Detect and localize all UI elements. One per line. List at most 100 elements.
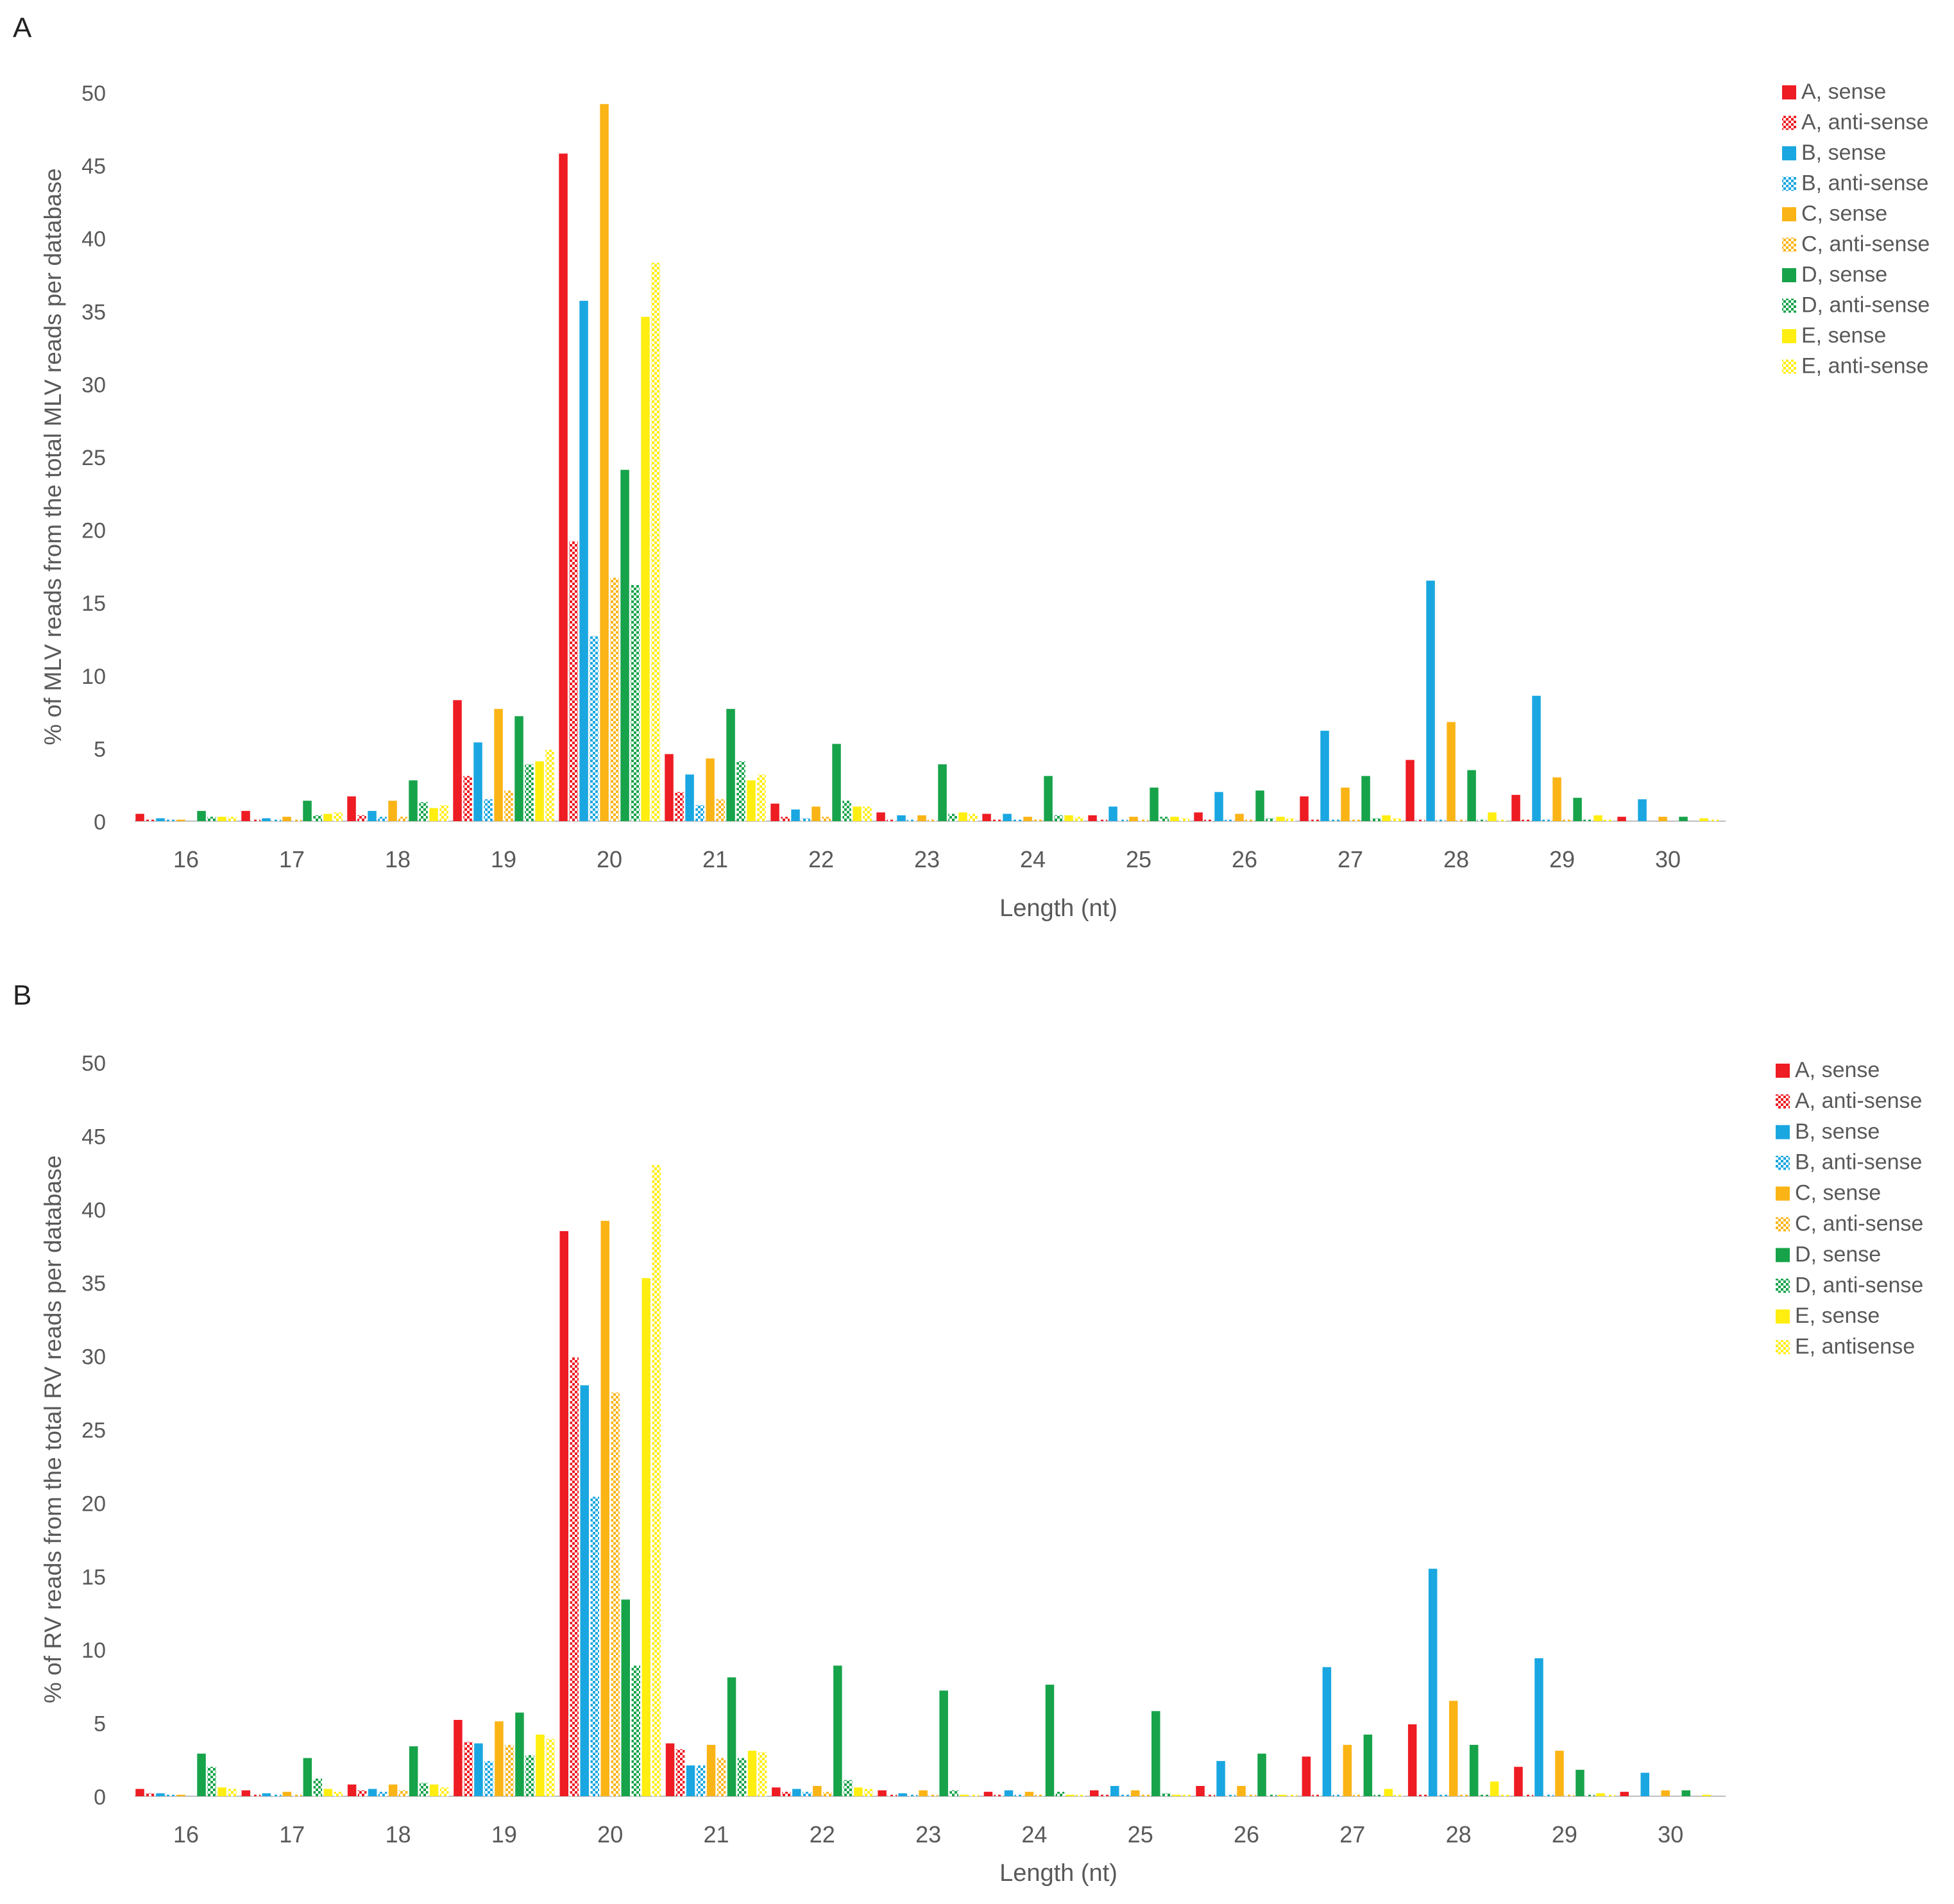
- bar-b-anti-sense-27: [1332, 1794, 1342, 1796]
- bar-d-sense-29: [1576, 1769, 1584, 1796]
- bar-a-sense-24: [982, 813, 991, 821]
- bar-e-antisense-28: [1500, 1794, 1509, 1796]
- legend-label: D, sense: [1795, 1242, 1881, 1266]
- bar-c-anti-sense-28: [1459, 1794, 1468, 1796]
- bar-d-anti-sense-28: [1479, 1794, 1489, 1796]
- bar-e-sense-27: [1384, 1789, 1393, 1796]
- bar-c-anti-sense-25: [1139, 819, 1148, 821]
- bar-c-sense-30: [1658, 817, 1667, 821]
- x-tick-label: 17: [279, 846, 305, 872]
- bar-e-anti-sense-19: [545, 749, 554, 821]
- bar-a-sense-21: [665, 1743, 675, 1796]
- bar-b-sense-28: [1426, 581, 1435, 821]
- bar-c-anti-sense-18: [398, 817, 407, 821]
- x-axis-title: Length (nt): [999, 1860, 1117, 1887]
- bar-d-sense-22: [833, 1665, 842, 1796]
- x-tick-label: 24: [1021, 1821, 1047, 1848]
- y-tick-label: 0: [94, 810, 106, 835]
- bar-b-sense-30: [1638, 799, 1647, 821]
- bar-e-sense-27: [1382, 815, 1391, 821]
- bar-d-sense-26: [1257, 1753, 1266, 1796]
- bar-c-sense-19: [495, 1721, 504, 1796]
- bar-b-sense-30: [1640, 1772, 1649, 1796]
- bar-c-sense-16: [176, 1794, 185, 1796]
- x-tick-label: 28: [1443, 846, 1469, 872]
- bar-c-sense-18: [388, 801, 397, 821]
- panel-a: A 0 5 10 15 20 25 30 35 40 45 50 16 17 18 19 20 21 22 23 24 2…: [13, 12, 1930, 922]
- bar-d-anti-sense-27: [1373, 1794, 1383, 1796]
- bar-a-sense-28: [1406, 760, 1415, 821]
- bar-c-anti-sense-19: [505, 1744, 514, 1796]
- bar-d-anti-sense-16: [207, 1767, 216, 1796]
- y-tick-label: 10: [81, 1638, 106, 1663]
- bar-e-antisense-21: [758, 1752, 767, 1796]
- y-tick-label: 50: [81, 81, 106, 106]
- bar-e-anti-sense-21: [757, 774, 766, 821]
- bar-a-sense-18: [347, 796, 356, 821]
- y-tick-label: 5: [94, 737, 106, 761]
- y-tick-label: 15: [81, 591, 106, 616]
- bar-e-sense-16: [217, 817, 226, 821]
- bar-a-anti-sense-27: [1312, 1794, 1321, 1796]
- x-tick-label: 25: [1126, 846, 1151, 872]
- bar-d-sense-24: [1045, 1685, 1055, 1796]
- bar-a-anti-sense-25: [1098, 819, 1107, 821]
- legend-label: C, anti-sense: [1795, 1212, 1923, 1236]
- legend-swatch: [1782, 329, 1796, 343]
- y-tick-label: 20: [81, 519, 106, 543]
- x-axis-title: Length (nt): [999, 895, 1117, 922]
- legend-label: E, anti-sense: [1801, 354, 1928, 378]
- bar-d-anti-sense-24: [1055, 1792, 1065, 1796]
- bar-b-sense-25: [1110, 1786, 1119, 1796]
- legend-swatch: [1782, 176, 1796, 191]
- bar-e-antisense-19: [546, 1738, 555, 1796]
- bar-c-anti-sense-27: [1353, 1794, 1363, 1796]
- bar-d-anti-sense-29: [1586, 1794, 1595, 1796]
- bar-c-sense-17: [282, 817, 291, 821]
- bar-a-sense-27: [1300, 796, 1309, 821]
- bar-a-anti-sense-28: [1418, 1794, 1427, 1796]
- bar-e-sense-21: [747, 780, 756, 821]
- bar-a-sense-18: [347, 1784, 357, 1796]
- bar-b-anti-sense-18: [378, 1792, 387, 1796]
- bar-a-sense-24: [983, 1792, 993, 1796]
- bar-b-anti-sense-27: [1330, 819, 1339, 821]
- bar-d-anti-sense-28: [1477, 819, 1486, 821]
- bar-b-anti-sense-24: [1013, 819, 1022, 821]
- legend-swatch: [1776, 1248, 1790, 1262]
- bar-a-sense-30: [1617, 817, 1626, 821]
- bar-b-anti-sense-19: [484, 799, 493, 821]
- bar-b-sense-29: [1534, 1658, 1543, 1796]
- bar-c-anti-sense-29: [1565, 1794, 1574, 1796]
- y-axis-title: % of RV reads from the total RV reads pe…: [40, 1155, 66, 1703]
- legend-swatch: [1782, 268, 1796, 282]
- x-tick-label: 24: [1020, 846, 1046, 872]
- legend-swatch: [1776, 1186, 1790, 1201]
- bar-d-sense-23: [938, 764, 947, 821]
- bar-d-sense-27: [1363, 1734, 1373, 1796]
- bar-b-anti-sense-20: [590, 1497, 599, 1796]
- bar-a-sense-30: [1620, 1792, 1629, 1796]
- legend-swatch: [1782, 298, 1796, 313]
- bar-e-anti-sense-17: [334, 812, 343, 821]
- bar-c-anti-sense-24: [1033, 819, 1042, 821]
- bar-b-sense-20: [579, 300, 588, 821]
- bar-a-sense-16: [135, 1789, 144, 1796]
- panel-b: B 0 5 10 15 20 25 30 35 40 45 50 16 17 18 19 20 21 22 23 24 2…: [13, 980, 1923, 1887]
- bar-e-antisense-25: [1182, 1794, 1191, 1796]
- bar-a-sense-25: [1090, 1790, 1099, 1796]
- x-tick-label: 22: [810, 1821, 835, 1848]
- bar-c-sense-27: [1341, 787, 1350, 821]
- legend-swatch: [1782, 237, 1796, 252]
- bar-a-anti-sense-29: [1522, 819, 1531, 821]
- bar-a-sense-25: [1088, 815, 1097, 821]
- bar-a-sense-19: [454, 1720, 463, 1796]
- x-tick-label: 27: [1339, 1821, 1365, 1848]
- y-tick-label: 10: [81, 665, 106, 689]
- bar-e-sense-29: [1596, 1793, 1605, 1796]
- bar-d-anti-sense-24: [1054, 815, 1063, 821]
- bar-c-anti-sense-21: [717, 1758, 726, 1796]
- bar-e-anti-sense-16: [228, 817, 237, 821]
- bar-c-sense-20: [600, 1221, 609, 1796]
- legend-label: C, sense: [1801, 201, 1887, 226]
